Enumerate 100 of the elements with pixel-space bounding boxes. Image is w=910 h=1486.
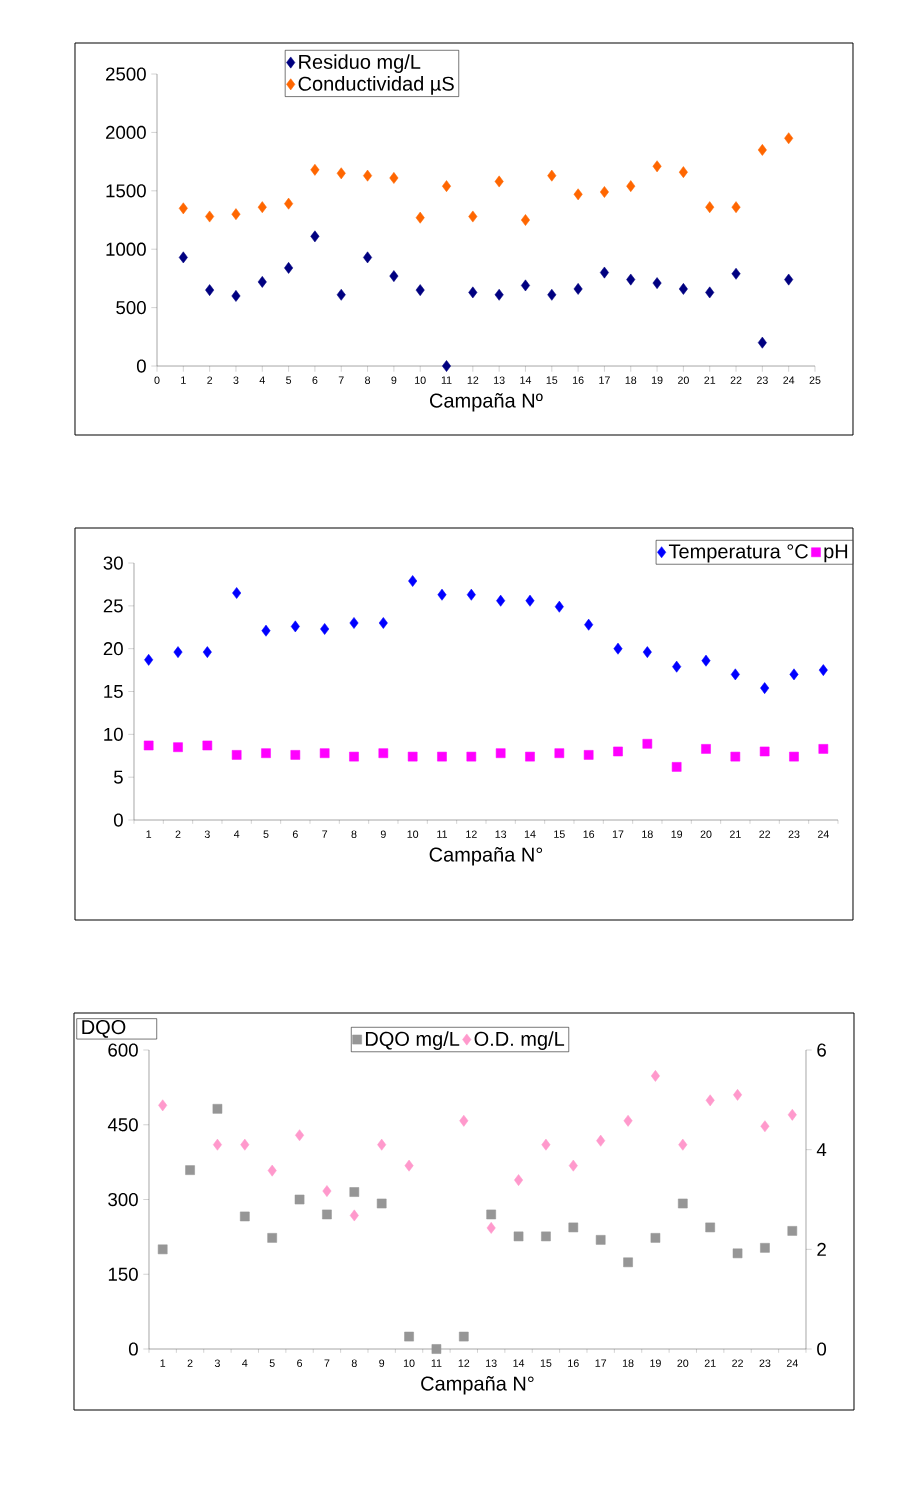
point — [495, 748, 506, 758]
point — [642, 646, 652, 658]
x-tick-label: 15 — [554, 830, 565, 838]
point — [320, 623, 330, 635]
point — [701, 654, 711, 667]
x-tick-label: 3 — [214, 1359, 220, 1367]
x-tick-label: 21 — [729, 830, 741, 838]
point — [525, 751, 535, 762]
point — [733, 1088, 743, 1101]
point — [468, 286, 478, 299]
point — [173, 646, 183, 658]
point — [731, 201, 741, 214]
point — [267, 1164, 277, 1177]
point — [486, 1209, 496, 1220]
x-tick-label: 14 — [524, 830, 536, 838]
point — [143, 740, 154, 751]
point — [310, 163, 320, 176]
y-tick-label: 5 — [113, 770, 123, 784]
y-tick-label: 0 — [136, 359, 146, 373]
y-tick-label: 0 — [113, 813, 123, 827]
legend-label: Residuo mg/L — [299, 54, 421, 73]
x-tick-label: 13 — [486, 1359, 497, 1367]
x-tick-label: 16 — [573, 376, 584, 384]
point — [212, 1138, 222, 1151]
y-tick-label: 25 — [103, 599, 123, 613]
point — [290, 620, 300, 633]
point — [205, 210, 215, 223]
point — [290, 750, 301, 760]
point — [376, 1198, 387, 1209]
y-tick-label: 1500 — [106, 184, 146, 198]
point — [459, 1114, 469, 1127]
point — [336, 288, 346, 301]
point — [541, 1138, 551, 1151]
point — [521, 214, 530, 226]
point — [789, 751, 799, 762]
y2-tick-label: 2 — [817, 1242, 826, 1256]
point — [525, 594, 535, 607]
point — [231, 290, 241, 302]
y2-tick-label: 0 — [817, 1342, 827, 1356]
point — [284, 262, 294, 274]
y-tick-label: 10 — [104, 727, 123, 741]
point — [378, 617, 388, 629]
x-tick-label: 16 — [583, 830, 595, 838]
legend-label: DQO mg/L — [365, 1031, 460, 1050]
point — [547, 288, 557, 301]
y-tick-label: 300 — [108, 1192, 138, 1207]
x-tick-label: 5 — [263, 830, 269, 838]
x-tick-label: 23 — [788, 830, 800, 838]
x-tick-label: 20 — [677, 1359, 689, 1367]
point — [257, 201, 267, 214]
x-tick-label: 15 — [540, 1359, 552, 1367]
point — [596, 1134, 606, 1147]
x-tick-label: 17 — [595, 1359, 607, 1367]
point — [642, 738, 653, 749]
point — [705, 286, 715, 299]
y2-tick-label: 6 — [817, 1043, 826, 1057]
point — [442, 360, 451, 372]
point — [349, 617, 359, 629]
y-tick-label: 15 — [104, 685, 123, 699]
point — [231, 208, 241, 221]
x-tick-label: 24 — [783, 376, 795, 384]
x-tick-label: 1 — [146, 830, 152, 838]
y-tick-label: 450 — [107, 1118, 138, 1132]
x-axis-title: Campaña N° — [429, 847, 543, 866]
point — [284, 197, 294, 210]
point — [257, 276, 267, 288]
point — [494, 175, 504, 188]
point — [178, 251, 188, 264]
point — [431, 1344, 442, 1354]
x-tick-label: 12 — [467, 376, 479, 384]
x-tick-label: 10 — [415, 376, 426, 384]
point — [240, 1138, 250, 1151]
point — [650, 1070, 660, 1082]
point — [789, 668, 799, 681]
y-tick-label: 2500 — [106, 67, 146, 81]
x-tick-label: 8 — [351, 830, 357, 838]
point — [595, 1235, 606, 1245]
x-tick-label: 4 — [242, 1359, 248, 1367]
y-tick-label: 600 — [108, 1043, 138, 1057]
point — [652, 277, 662, 289]
x-tick-label: 24 — [786, 1359, 798, 1367]
point — [784, 132, 794, 145]
point — [787, 1226, 798, 1236]
x-tick-label: 6 — [292, 830, 298, 838]
x-tick-label: 2 — [187, 1359, 193, 1367]
point — [173, 742, 183, 752]
x-tick-label: 4 — [233, 830, 240, 838]
x-tick-label: 2 — [207, 376, 213, 384]
point — [671, 762, 682, 772]
x-tick-label: 5 — [286, 376, 292, 384]
x-tick-label: 14 — [513, 1359, 525, 1367]
x-tick-label: 3 — [204, 830, 210, 838]
point — [730, 668, 740, 681]
point — [459, 1331, 469, 1342]
point — [322, 1185, 332, 1197]
point — [584, 618, 594, 631]
point — [554, 600, 564, 613]
point — [377, 1138, 387, 1151]
point — [705, 201, 715, 214]
x-tick-label: 11 — [437, 830, 448, 838]
